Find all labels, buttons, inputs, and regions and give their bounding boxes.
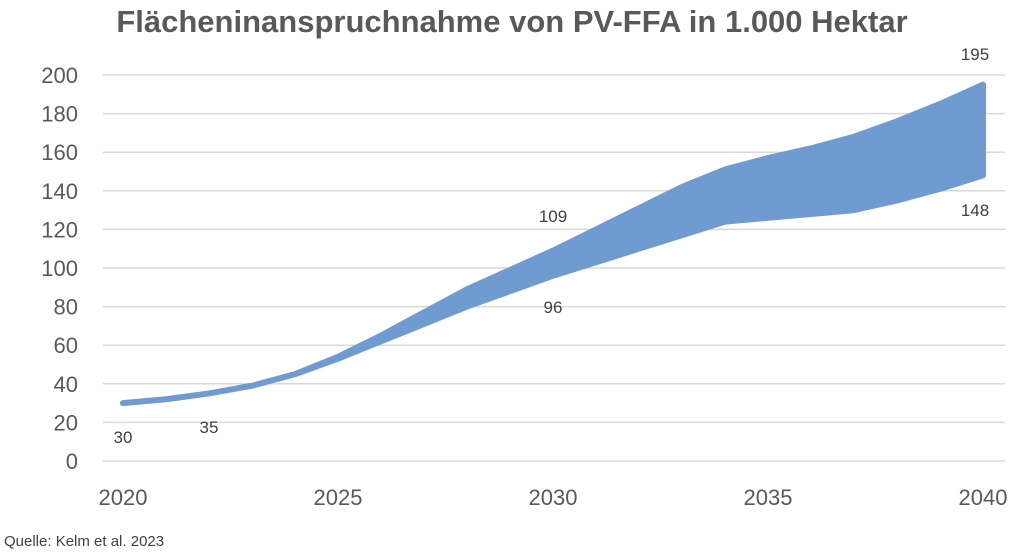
y-tick-label: 40 [54,372,78,397]
y-tick-label: 20 [54,410,78,435]
y-tick-label: 140 [41,179,78,204]
y-tick-label: 160 [41,140,78,165]
data-label: 30 [114,428,133,447]
x-tick-label: 2035 [744,485,793,510]
range-band [120,81,986,407]
x-tick-label: 2040 [959,485,1008,510]
data-label: 148 [961,201,989,220]
y-tick-label: 0 [66,449,78,474]
chart-title: Flächeninanspruchnahme von PV-FFA in 1.0… [116,4,908,39]
data-label: 195 [961,45,989,64]
data-label: 96 [544,298,563,317]
data-label: 35 [200,418,219,437]
y-tick-label: 200 [41,63,78,88]
y-tick-label: 80 [54,295,78,320]
source-note: Quelle: Kelm et al. 2023 [4,533,165,550]
y-tick-label: 180 [41,102,78,127]
x-tick-label: 2030 [529,485,578,510]
y-tick-label: 60 [54,333,78,358]
x-tick-label: 2020 [99,485,148,510]
y-tick-label: 100 [41,256,78,281]
y-tick-label: 120 [41,217,78,242]
x-tick-label: 2025 [314,485,363,510]
data-label: 109 [539,207,567,226]
